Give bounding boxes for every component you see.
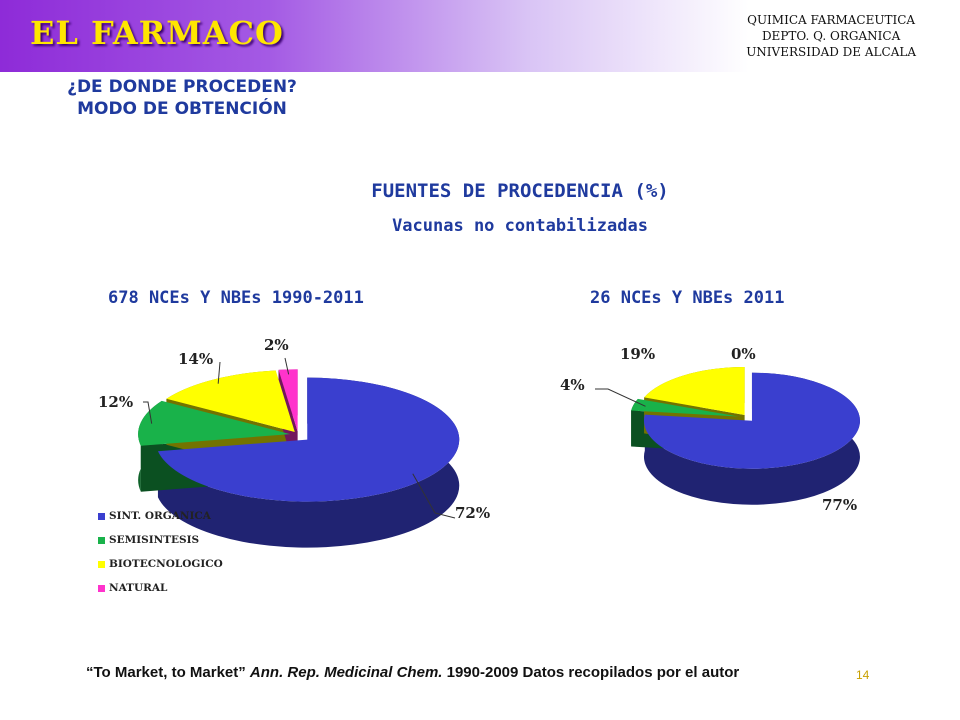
institution-line: DEPTO. Q. ORGANICA <box>761 29 901 43</box>
legend-item: SEMISINTESIS <box>98 528 223 552</box>
chart-title: FUENTES DE PROCEDENCIA (%) <box>371 180 669 202</box>
pie-slice <box>644 367 745 416</box>
legend-swatch <box>98 536 105 544</box>
institution-line: UNIVERSIDAD DE ALCALA <box>746 45 916 59</box>
legend-label: BIOTECNOLOGICO <box>109 558 223 570</box>
pie-heading-left: 678 NCEs Y NBEs 1990-2011 <box>108 288 364 308</box>
institution-line: QUIMICA FARMACEUTICA <box>747 13 916 27</box>
pie-data-label: 19% <box>620 345 655 363</box>
pie-data-label: 14% <box>178 350 213 368</box>
pie-data-label: 0% <box>731 345 756 363</box>
pie-data-label: 4% <box>560 376 585 394</box>
chart-subtitle: Vacunas no contabilizadas <box>392 216 648 236</box>
header-banner: EL FARMACO QUIMICA FARMACEUTICA DEPTO. Q… <box>0 0 960 72</box>
pie-slice <box>157 377 460 502</box>
footnote-journal: Ann. Rep. Medicinal Chem. <box>249 664 443 681</box>
pie-heading-right: 26 NCEs Y NBEs 2011 <box>590 288 785 308</box>
label-leader-line <box>595 388 646 407</box>
source-footnote: “To Market, to Market” Ann. Rep. Medicin… <box>86 664 739 681</box>
pie-slice <box>643 372 860 469</box>
legend-item: SINT. ORGANICA <box>98 504 223 528</box>
footnote-text: 1990-2009 Datos recopilados por el autor <box>442 664 740 681</box>
label-leader-line <box>412 473 456 519</box>
pie-slice <box>138 400 291 446</box>
legend-item: BIOTECNOLOGICO <box>98 552 223 576</box>
institution-block: QUIMICA FARMACEUTICA DEPTO. Q. ORGANICA … <box>746 12 916 60</box>
label-leader-line <box>143 401 153 424</box>
legend-label: NATURAL <box>109 582 168 594</box>
pie-chart-1990-2011: 72% 12% 14% 2% <box>98 336 490 548</box>
pie-chart-2011: 77% 4% 19% 0% <box>560 345 860 514</box>
label-leader-line <box>217 361 221 384</box>
pie-slice <box>166 370 295 432</box>
legend-label: SINT. ORGANICA <box>109 510 211 522</box>
subtitle-line: ¿DE DONDE PROCEDEN? <box>67 77 297 97</box>
pie-slice <box>278 369 298 432</box>
header-title: EL FARMACO <box>30 14 284 52</box>
pie-data-label: 2% <box>264 336 289 354</box>
footnote-text: “To Market, to Market” <box>86 664 250 681</box>
legend-item: NATURAL <box>98 576 223 600</box>
pie-data-label: 12% <box>98 393 133 411</box>
legend-swatch <box>98 560 105 568</box>
pie-data-label: 77% <box>822 496 857 514</box>
legend-label: SEMISINTESIS <box>109 534 200 546</box>
slide-number: 14 <box>856 668 870 682</box>
legend-swatch <box>98 512 105 520</box>
pie-slice <box>631 398 739 417</box>
legend-swatch <box>98 584 105 592</box>
subtitle-line: MODO DE OBTENCIÓN <box>77 99 287 119</box>
label-leader-line <box>284 357 290 375</box>
pie-data-label: 72% <box>455 504 490 522</box>
slide-subtitle: ¿DE DONDE PROCEDEN? MODO DE OBTENCIÓN <box>20 76 344 120</box>
chart-legend: SINT. ORGANICA SEMISINTESIS BIOTECNOLOGI… <box>98 504 223 600</box>
